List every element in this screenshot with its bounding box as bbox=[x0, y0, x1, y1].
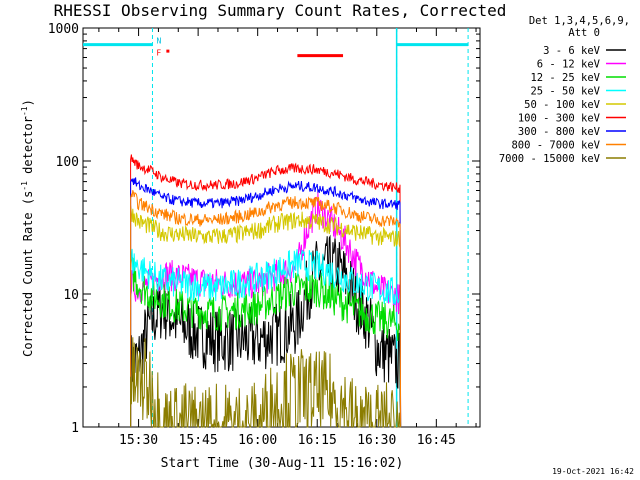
y-tick-label: 1000 bbox=[48, 22, 79, 37]
y-axis-label: Corrected Count Rate (s-1 detector-1) bbox=[20, 99, 35, 357]
series-line bbox=[130, 337, 401, 429]
flare-flag-label: F bbox=[156, 49, 161, 58]
series-line bbox=[130, 192, 402, 428]
series-line bbox=[130, 248, 402, 428]
legend-label: 25 - 50 keV bbox=[530, 86, 600, 98]
y-axis-label-main: Corrected Count Rate (s bbox=[21, 191, 35, 357]
x-tick-label: 16:15 bbox=[298, 433, 337, 448]
series-line bbox=[130, 190, 402, 428]
x-tick-label: 15:30 bbox=[119, 433, 158, 448]
x-axis-label: Start Time (30-Aug-11 15:16:02) bbox=[161, 456, 404, 471]
y-axis-label-end: ) bbox=[21, 99, 35, 106]
x-tick-label: 15:45 bbox=[179, 433, 218, 448]
y-tick-label: 10 bbox=[63, 288, 79, 303]
night-flag-label: N bbox=[156, 37, 161, 46]
x-tick-label: 16:45 bbox=[417, 433, 456, 448]
x-tick-labels: 15:30 15:45 16:00 16:15 16:30 16:45 bbox=[119, 433, 456, 448]
legend-label: 6 - 12 keV bbox=[537, 59, 601, 71]
legend-label: 3 - 6 keV bbox=[543, 45, 601, 57]
legend-header-line-2: Att 0 bbox=[568, 27, 600, 39]
series-line bbox=[130, 256, 402, 428]
legend-header-line-1: Det 1,3,4,5,6,9, bbox=[529, 15, 630, 27]
x-tick-label: 16:30 bbox=[357, 433, 396, 448]
footer-date: 19-Oct-2021 16:42 bbox=[552, 467, 634, 476]
series-line bbox=[130, 177, 402, 428]
y-tick-label: 1 bbox=[71, 421, 79, 436]
series-line bbox=[130, 205, 402, 428]
y-tick-labels: 1 10 100 1000 bbox=[48, 22, 79, 436]
legend-label: 800 - 7000 keV bbox=[511, 140, 600, 152]
y-tick-label: 100 bbox=[56, 155, 79, 170]
legend-label: 100 - 300 keV bbox=[518, 113, 601, 125]
legend-label: 12 - 25 keV bbox=[530, 72, 600, 84]
legend-label: 300 - 800 keV bbox=[518, 126, 601, 138]
y-axis-label-mid: detector bbox=[21, 116, 35, 181]
chart-title: RHESSI Observing Summary Count Rates, Co… bbox=[54, 1, 507, 20]
x-tick-label: 16:00 bbox=[238, 433, 277, 448]
y-axis-label-sup2: -1 bbox=[20, 106, 29, 116]
series-lines bbox=[130, 154, 402, 429]
axis-ticks bbox=[83, 27, 480, 428]
legend-label: 50 - 100 keV bbox=[524, 99, 601, 111]
series-line bbox=[130, 154, 402, 428]
y-axis-label-sup1: -1 bbox=[20, 181, 29, 191]
plot-frame bbox=[82, 27, 481, 428]
legend-label: 7000 - 15000 keV bbox=[499, 153, 601, 165]
flare-flag-marker bbox=[166, 49, 170, 53]
